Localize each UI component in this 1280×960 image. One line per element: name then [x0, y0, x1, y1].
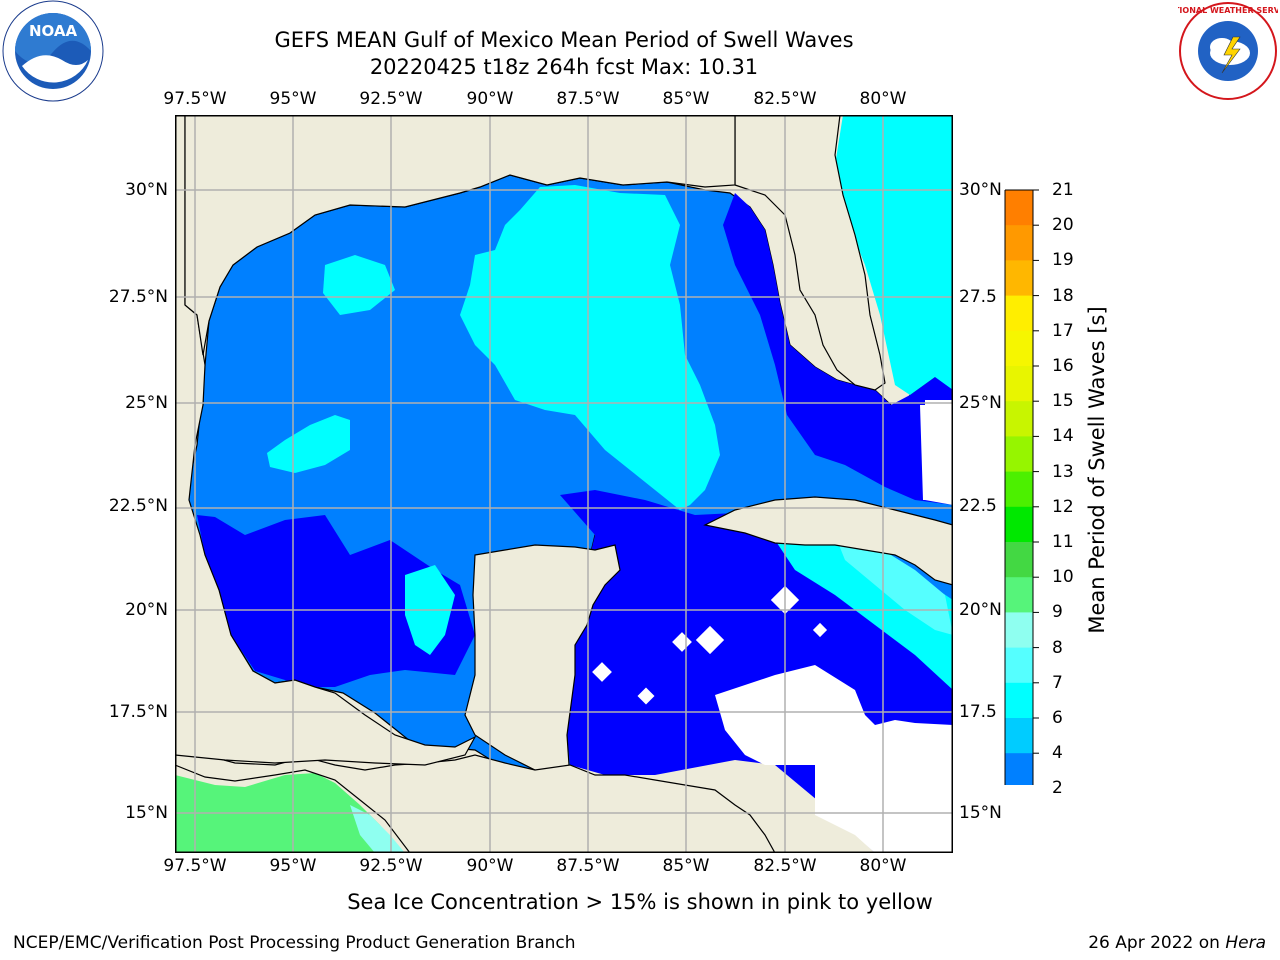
colorbar-tick-label: 20 — [1052, 215, 1074, 236]
svg-text:NOAA: NOAA — [29, 22, 78, 40]
lat-label-left: 27.5°N — [108, 287, 168, 307]
colorbar-segment — [1005, 718, 1033, 754]
cyan-shading-caribbean-east — [775, 525, 953, 690]
lat-label-right: 27.5 — [959, 287, 997, 307]
colorbar-segment — [1005, 366, 1033, 402]
colorbar-segment — [1005, 225, 1033, 261]
lat-label-right: 25°N — [959, 393, 1002, 413]
map-plot — [175, 115, 953, 853]
colorbar-tick-label: 10 — [1052, 567, 1074, 588]
footer-credit: NCEP/EMC/Verification Post Processing Pr… — [13, 933, 576, 953]
colorbar-tick-label: 6 — [1052, 708, 1063, 728]
colorbar-segment — [1005, 577, 1033, 613]
footer-host: Hera — [1225, 933, 1266, 953]
lon-label-top: 95°W — [269, 89, 317, 109]
colorbar-tick-label: 16 — [1052, 356, 1074, 376]
colorbar-segment — [1005, 190, 1033, 226]
lon-label-bottom: 80°W — [859, 856, 907, 876]
colorbar-segment — [1005, 647, 1033, 684]
colorbar-tick-label: 13 — [1052, 461, 1074, 482]
lon-label-top: 80°W — [859, 89, 907, 109]
lat-label-left: 15°N — [125, 803, 168, 823]
colorbar-tick-label: 21 — [1052, 180, 1074, 200]
colorbar-tick-label: 19 — [1052, 250, 1074, 271]
map-subtitle: 20220425 t18z 264h fcst Max: 10.31 — [369, 55, 759, 79]
no-data-specks — [592, 585, 828, 705]
lat-label-right: 30°N — [959, 180, 1002, 200]
colorbar-tick-label: 18 — [1052, 285, 1074, 306]
land-yucatan — [464, 544, 621, 776]
colorbar — [1004, 189, 1039, 785]
lon-label-bottom: 82.5°W — [753, 856, 817, 876]
colorbar-tick-label: 4 — [1052, 743, 1063, 764]
footer-date-text: 26 Apr 2022 on — [1088, 933, 1226, 953]
lon-label-bottom: 97.5°W — [163, 856, 227, 876]
lon-label-top: 87.5°W — [556, 89, 620, 109]
colorbar-segment — [1005, 260, 1033, 297]
colorbar-tick-label: 12 — [1052, 496, 1074, 517]
lon-label-top: 90°W — [466, 89, 514, 109]
colorbar-tick-label: 14 — [1052, 426, 1074, 447]
lon-label-bottom: 95°W — [269, 856, 317, 876]
lat-label-left: 25°N — [125, 393, 168, 413]
colorbar-segment — [1005, 471, 1033, 508]
dark-blue-shading-west — [197, 515, 475, 687]
lat-label-left: 22.5°N — [108, 496, 168, 516]
lat-label-right: 17.5 — [959, 702, 997, 722]
colorbar-tick-label: 7 — [1052, 672, 1063, 693]
colorbar-tick-label: 11 — [1052, 532, 1074, 552]
colorbar-segment — [1005, 542, 1033, 578]
lat-label-left: 20°N — [125, 600, 168, 620]
colorbar-segment — [1005, 436, 1033, 473]
cyan-shading-central — [460, 185, 720, 510]
lon-label-bottom: 92.5°W — [359, 856, 423, 876]
cyan-shading-north — [323, 255, 395, 315]
cyan-shading-mid — [267, 415, 350, 473]
nws-logo: NATIONAL WEATHER SERVICE — [1178, 2, 1278, 100]
lon-label-bottom: 90°W — [466, 856, 514, 876]
lat-label-left: 30°N — [125, 180, 168, 200]
land-mexico-west — [175, 115, 477, 766]
lat-label-left: 17.5°N — [108, 702, 168, 722]
dark-blue-shading-east — [723, 193, 953, 505]
noaa-logo: NOAA — [2, 0, 104, 102]
colorbar-segment — [1005, 295, 1033, 332]
lat-label-right: 15°N — [959, 803, 1002, 823]
lat-label-right: 20°N — [959, 600, 1002, 620]
lat-label-right: 22.5 — [959, 496, 997, 516]
map-title: GEFS MEAN Gulf of Mexico Mean Period of … — [274, 28, 854, 52]
cyan-shading-florida-atlantic — [835, 115, 953, 395]
lon-label-top: 92.5°W — [359, 89, 423, 109]
map-border — [175, 115, 953, 853]
lon-label-top: 85°W — [662, 89, 710, 109]
land-us-north — [184, 115, 736, 356]
map-gridlines — [175, 115, 953, 853]
colorbar-tick-label: 8 — [1052, 637, 1063, 658]
colorbar-segment — [1005, 753, 1033, 785]
svg-text:NATIONAL WEATHER SERVICE: NATIONAL WEATHER SERVICE — [1178, 6, 1278, 15]
sea-ice-note: Sea Ice Concentration > 15% is shown in … — [347, 890, 933, 914]
colorbar-segment — [1005, 682, 1033, 719]
colorbar-tick-label: 15 — [1052, 391, 1074, 412]
lon-label-bottom: 87.5°W — [556, 856, 620, 876]
colorbar-tick-label: 17 — [1052, 320, 1074, 341]
colorbar-segment — [1005, 612, 1033, 649]
colorbar-segment — [1005, 401, 1033, 437]
colorbar-segment — [1005, 506, 1033, 543]
land-florida — [734, 115, 886, 391]
colorbar-tick-label: 2 — [1052, 778, 1063, 799]
colorbar-label: Mean Period of Swell Waves [s] — [1085, 306, 1109, 634]
land-cuba — [703, 496, 953, 586]
no-data-area-florida-straits — [920, 405, 953, 500]
colorbar-segment — [1005, 330, 1033, 367]
lon-label-top: 82.5°W — [753, 89, 817, 109]
lon-label-bottom: 85°W — [662, 856, 710, 876]
colorbar-tick-label: 9 — [1052, 602, 1063, 623]
footer-date: 26 Apr 2022 on Hera — [1088, 933, 1266, 953]
lon-label-top: 97.5°W — [163, 89, 227, 109]
